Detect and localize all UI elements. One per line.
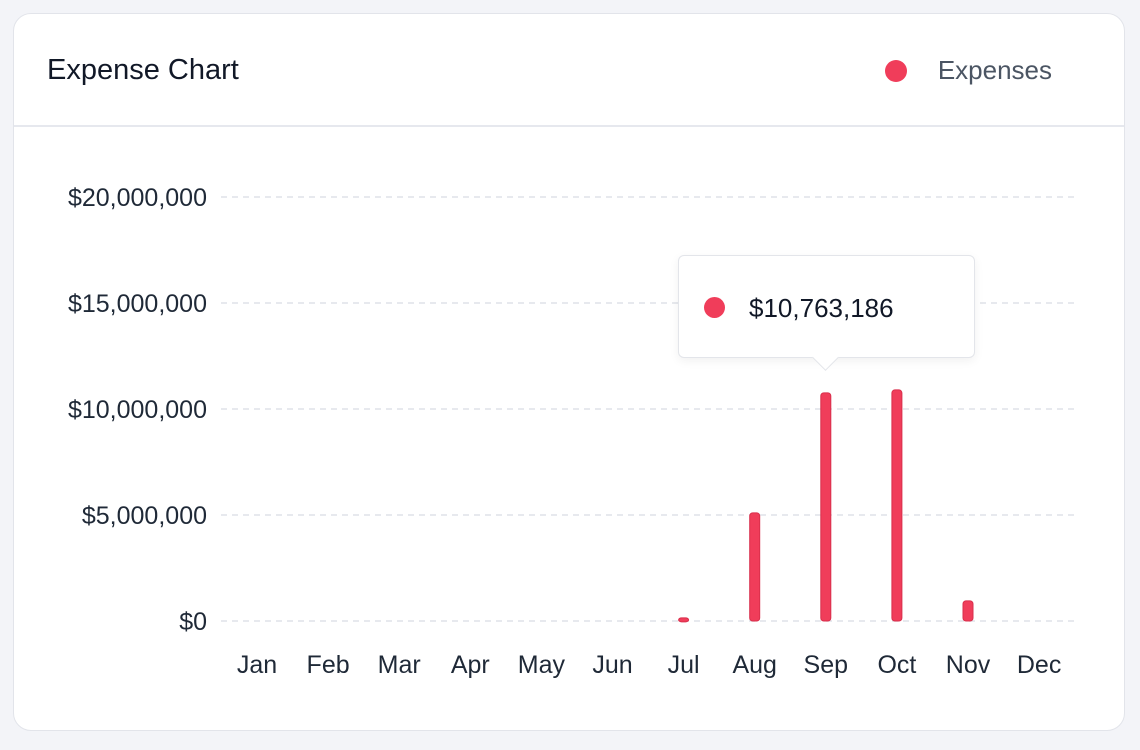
x-tick-label: Jul (668, 651, 700, 679)
bar-nov[interactable] (962, 600, 974, 622)
legend-dot-icon (884, 59, 907, 82)
bar-jul[interactable] (678, 617, 690, 623)
x-tick-label: Jun (592, 651, 632, 679)
y-tick-label: $0 (179, 608, 207, 636)
x-tick-label: Apr (451, 651, 490, 679)
x-tick-label: Nov (946, 651, 991, 679)
x-tick-label: Mar (378, 651, 421, 679)
card-header: Expense Chart Expenses (14, 14, 1124, 127)
bar-aug[interactable] (749, 512, 761, 622)
chart-legend[interactable]: Expenses (884, 55, 1052, 86)
expense-chart-card: Expense Chart Expenses (13, 13, 1125, 731)
x-tick-label: Feb (307, 651, 350, 679)
bar-oct[interactable] (891, 389, 903, 622)
x-tick-label: May (518, 651, 566, 679)
x-tick-label: Jan (237, 651, 277, 679)
y-tick-label: $15,000,000 (68, 290, 207, 318)
legend-label-expenses: Expenses (937, 55, 1052, 85)
y-tick-label: $5,000,000 (82, 502, 207, 530)
value-tooltip: $10,763,186 (678, 255, 975, 371)
tooltip-dot-icon (704, 297, 725, 318)
tooltip-value: $10,763,186 (749, 293, 894, 323)
chart-title: Expense Chart (47, 54, 239, 86)
y-tick-label: $20,000,000 (68, 184, 207, 212)
y-tick-label: $10,000,000 (68, 396, 207, 424)
x-tick-label: Sep (804, 651, 848, 679)
bar-sep[interactable] (820, 392, 832, 622)
x-tick-label: Oct (877, 651, 916, 679)
x-tick-label: Aug (732, 651, 776, 679)
x-tick-label: Dec (1017, 651, 1061, 679)
